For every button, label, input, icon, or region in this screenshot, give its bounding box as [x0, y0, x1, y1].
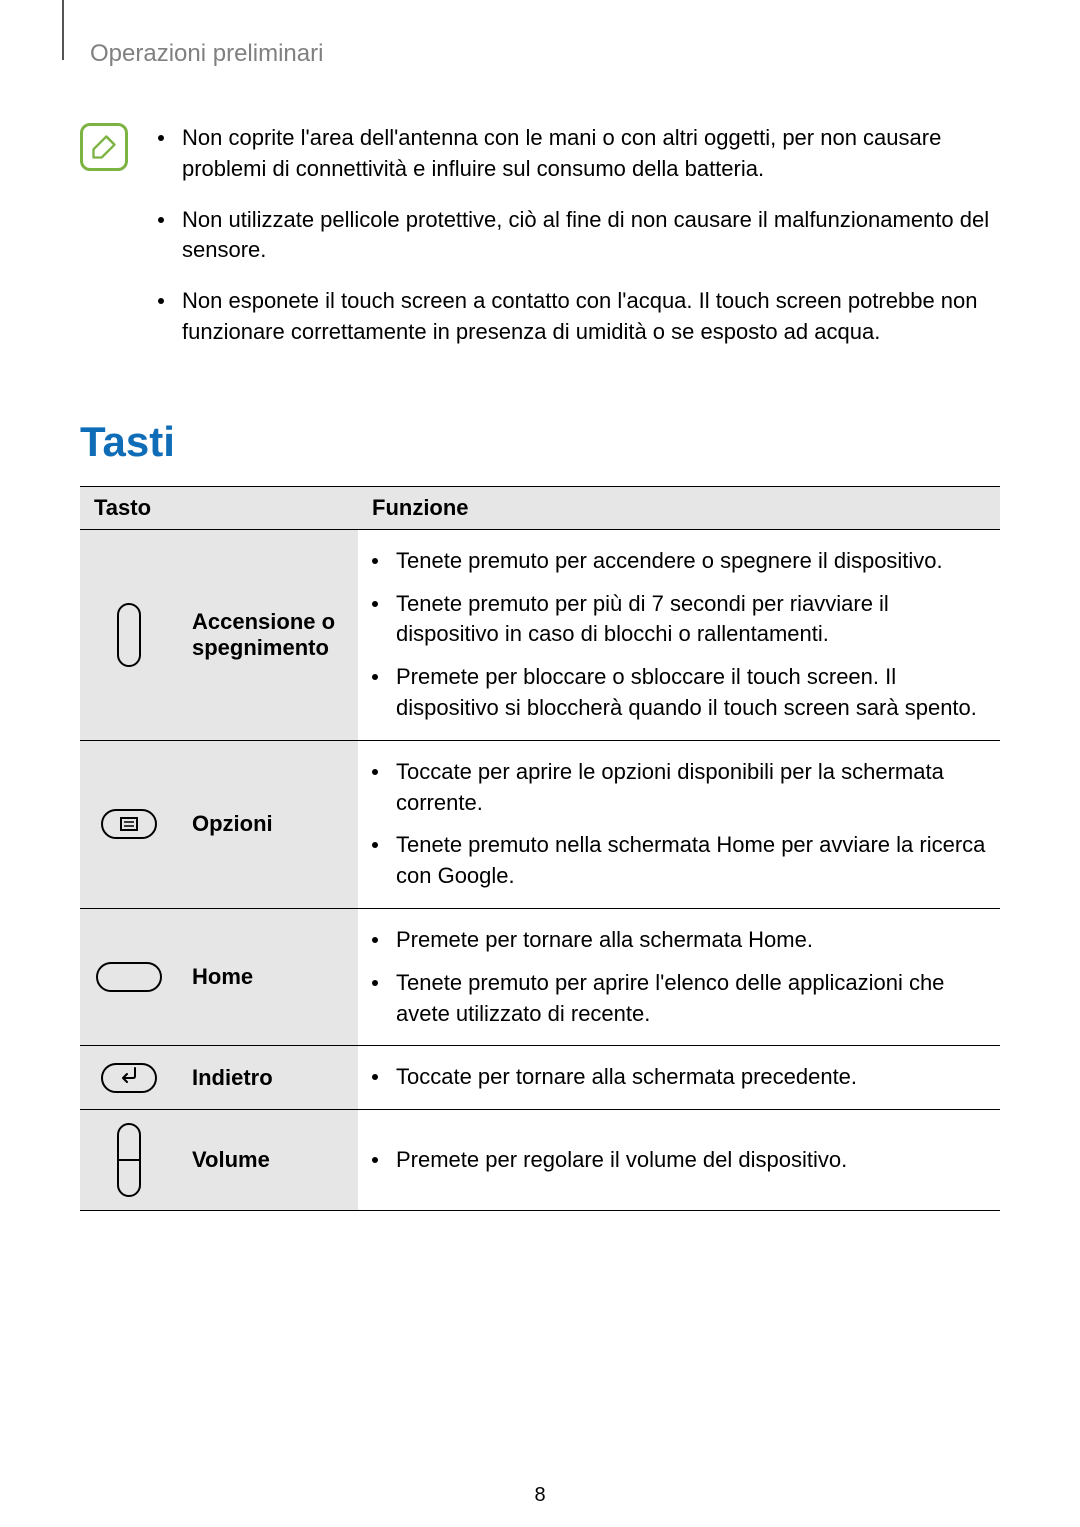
- info-note-text: Non coprite l'area dell'antenna con le m…: [182, 123, 1000, 185]
- key-label: Accensione o spegnimento: [178, 529, 358, 740]
- function-text: Tenete premuto per accendere o spegnere …: [396, 546, 943, 577]
- table-row: Volume Premete per regolare il volume de…: [80, 1110, 1000, 1211]
- function-item: Toccate per aprire le opzioni disponibil…: [372, 751, 986, 825]
- key-functions: Premete per regolare il volume del dispo…: [358, 1110, 1000, 1211]
- key-functions: Premete per tornare alla schermata Home.…: [358, 908, 1000, 1045]
- info-note-item: Non utilizzate pellicole protettive, ciò…: [158, 205, 1000, 267]
- table-header-funzione: Funzione: [358, 486, 1000, 529]
- key-label: Opzioni: [178, 740, 358, 908]
- key-functions: Tenete premuto per accendere o spegnere …: [358, 529, 1000, 740]
- info-note-text: Non utilizzate pellicole protettive, ciò…: [182, 205, 1000, 267]
- info-note-text: Non esponete il touch screen a contatto …: [182, 286, 1000, 348]
- info-note-item: Non coprite l'area dell'antenna con le m…: [158, 123, 1000, 185]
- key-label: Volume: [178, 1110, 358, 1211]
- bullet-icon: [372, 674, 378, 680]
- table-row: Opzioni Toccate per aprire le opzioni di…: [80, 740, 1000, 908]
- chapter-title: Operazioni preliminari: [90, 40, 1000, 68]
- function-item: Premete per bloccare o sbloccare il touc…: [372, 656, 986, 730]
- table-header-row: Tasto Funzione: [80, 486, 1000, 529]
- page-top-rule: [62, 0, 64, 60]
- function-text: Tenete premuto per più di 7 secondi per …: [396, 589, 986, 651]
- info-note-item: Non esponete il touch screen a contatto …: [158, 286, 1000, 348]
- table-row: Accensione o spegnimento Tenete premuto …: [80, 529, 1000, 740]
- home-button-icon: [80, 908, 178, 1045]
- bullet-icon: [372, 980, 378, 986]
- power-button-icon: [80, 529, 178, 740]
- key-label: Home: [178, 908, 358, 1045]
- function-item: Tenete premuto nella schermata Home per …: [372, 824, 986, 898]
- function-item: Premete per regolare il volume del dispo…: [372, 1139, 986, 1182]
- bullet-icon: [372, 769, 378, 775]
- bullet-icon: [372, 1074, 378, 1080]
- bullet-icon: [372, 937, 378, 943]
- key-functions: Toccate per tornare alla schermata prece…: [358, 1046, 1000, 1110]
- bullet-icon: [158, 135, 164, 141]
- table-row: Home Premete per tornare alla schermata …: [80, 908, 1000, 1045]
- function-text: Toccate per tornare alla schermata prece…: [396, 1062, 857, 1093]
- section-title: Tasti: [80, 418, 1000, 466]
- bullet-icon: [372, 601, 378, 607]
- keys-table: Tasto Funzione Accensione o spegnimento …: [80, 486, 1000, 1211]
- volume-button-icon: [80, 1110, 178, 1211]
- function-item: Tenete premuto per accendere o spegnere …: [372, 540, 986, 583]
- function-item: Premete per tornare alla schermata Home.: [372, 919, 986, 962]
- function-item: Tenete premuto per aprire l'elenco delle…: [372, 962, 986, 1036]
- function-text: Tenete premuto per aprire l'elenco delle…: [396, 968, 986, 1030]
- bullet-icon: [372, 558, 378, 564]
- info-note-list: Non coprite l'area dell'antenna con le m…: [158, 123, 1000, 348]
- page-number: 8: [0, 1484, 1080, 1507]
- function-item: Toccate per tornare alla schermata prece…: [372, 1056, 986, 1099]
- table-row: Indietro Toccate per tornare alla scherm…: [80, 1046, 1000, 1110]
- info-note-block: Non coprite l'area dell'antenna con le m…: [80, 123, 1000, 348]
- function-text: Tenete premuto nella schermata Home per …: [396, 830, 986, 892]
- bullet-icon: [158, 298, 164, 304]
- function-text: Toccate per aprire le opzioni disponibil…: [396, 757, 986, 819]
- function-item: Tenete premuto per più di 7 secondi per …: [372, 583, 986, 657]
- function-text: Premete per tornare alla schermata Home.: [396, 925, 813, 956]
- bullet-icon: [372, 1157, 378, 1163]
- bullet-icon: [158, 217, 164, 223]
- key-functions: Toccate per aprire le opzioni disponibil…: [358, 740, 1000, 908]
- function-text: Premete per regolare il volume del dispo…: [396, 1145, 847, 1176]
- key-label: Indietro: [178, 1046, 358, 1110]
- function-text: Premete per bloccare o sbloccare il touc…: [396, 662, 986, 724]
- table-header-tasto: Tasto: [80, 486, 358, 529]
- bullet-icon: [372, 842, 378, 848]
- back-button-icon: [80, 1046, 178, 1110]
- options-button-icon: [80, 740, 178, 908]
- note-icon: [80, 123, 128, 171]
